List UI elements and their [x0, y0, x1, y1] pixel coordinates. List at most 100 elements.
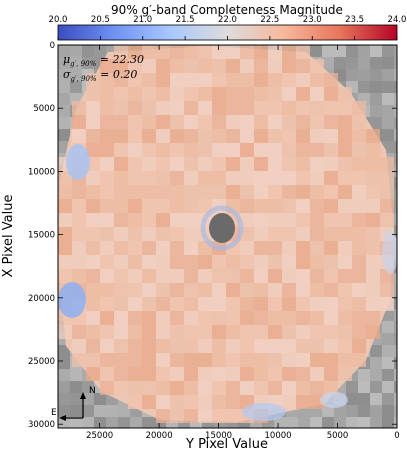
field-tile: [114, 283, 128, 297]
noise-cell: [370, 57, 382, 69]
noise-cell: [58, 369, 70, 381]
field-tile: [254, 227, 268, 241]
field-tile: [170, 227, 184, 241]
field-tile: [184, 87, 198, 101]
field-tile: [100, 269, 114, 283]
field-tile: [240, 241, 254, 255]
colorbar-tick-label: 22.5: [260, 15, 279, 25]
field-tile: [128, 227, 142, 241]
noise-cell: [382, 333, 394, 345]
field-tile: [226, 255, 240, 269]
field-tile: [324, 255, 338, 269]
field-tile: [156, 87, 170, 101]
field-tile: [58, 185, 72, 199]
noise-cell: [382, 105, 394, 117]
field-tile: [114, 59, 128, 73]
noise-cell: [274, 417, 286, 428]
field-tile: [114, 311, 128, 325]
field-tile: [212, 143, 226, 157]
field-tile: [324, 325, 338, 339]
field-tile: [142, 115, 156, 129]
field-tile: [86, 325, 100, 339]
field-tile: [100, 59, 114, 73]
field-tile: [296, 297, 310, 311]
field-tile: [366, 143, 380, 157]
field-tile: [86, 339, 100, 353]
noise-cell: [58, 57, 70, 69]
field-tile: [366, 311, 380, 325]
field-tile: [268, 381, 282, 395]
field-tile: [72, 199, 86, 213]
field-tile: [114, 325, 128, 339]
field-tile: [114, 157, 128, 171]
field-tile: [254, 367, 268, 381]
field-tile: [86, 213, 100, 227]
field-tile: [128, 185, 142, 199]
field-tile: [254, 269, 268, 283]
field-tile: [282, 171, 296, 185]
noise-cell: [370, 117, 382, 129]
field-tile: [100, 339, 114, 353]
field-tile: [254, 143, 268, 157]
field-tile: [86, 367, 100, 381]
field-tile: [142, 353, 156, 367]
field-tile: [338, 353, 352, 367]
y-tick-label: 20000: [28, 294, 55, 304]
colorbar-tick-label: 24.0: [388, 15, 407, 25]
mu-value: = 22.30: [96, 53, 144, 66]
field-tile: [296, 59, 310, 73]
field-tile: [156, 213, 170, 227]
field-tile: [170, 115, 184, 129]
north-arrowhead: [80, 392, 86, 399]
field-tile: [184, 101, 198, 115]
field-tile: [212, 409, 226, 423]
field-tile: [142, 157, 156, 171]
noise-cell: [346, 405, 358, 417]
noise-cell: [94, 45, 106, 57]
mu-subscript: g′, 90%: [70, 60, 96, 68]
field-tile: [310, 339, 324, 353]
field-tile: [170, 129, 184, 143]
field-tile: [142, 199, 156, 213]
field-tile: [268, 311, 282, 325]
noise-cell: [142, 417, 154, 428]
field-tile: [170, 171, 184, 185]
field-tile: [184, 129, 198, 143]
noise-cell: [370, 105, 382, 117]
noise-cell: [310, 417, 322, 428]
field-tile: [296, 213, 310, 227]
noise-cell: [370, 417, 382, 428]
field-tile: [366, 241, 380, 255]
field-tile: [156, 353, 170, 367]
field-tile: [268, 339, 282, 353]
y-tick-label: 25000: [28, 357, 55, 367]
noise-cell: [358, 57, 370, 69]
field-tile: [282, 87, 296, 101]
y-tick-label: 15000: [28, 231, 55, 241]
field-tile: [170, 283, 184, 297]
field-tile: [282, 129, 296, 143]
field-tile: [282, 115, 296, 129]
noise-cell: [346, 393, 358, 405]
noise-cell: [82, 393, 94, 405]
noise-cell: [58, 357, 70, 369]
sigma-value: = 0.20: [97, 68, 138, 81]
field-tile: [198, 129, 212, 143]
field-tile: [184, 241, 198, 255]
field-tile: [212, 185, 226, 199]
field-tile: [226, 45, 240, 59]
field-tile: [198, 255, 212, 269]
field-tile: [198, 325, 212, 339]
field-tile: [380, 213, 394, 227]
field-tile: [100, 101, 114, 115]
field-tile: [198, 381, 212, 395]
field-tile: [156, 115, 170, 129]
noise-cell: [58, 129, 70, 141]
colorbar-tick-label: 20.5: [91, 15, 110, 25]
field-tiles: [58, 45, 394, 423]
field-tile: [156, 241, 170, 255]
field-tile: [226, 367, 240, 381]
noise-cell: [394, 393, 397, 405]
x-tick-label: 5000: [327, 431, 349, 441]
noise-cell: [370, 357, 382, 369]
